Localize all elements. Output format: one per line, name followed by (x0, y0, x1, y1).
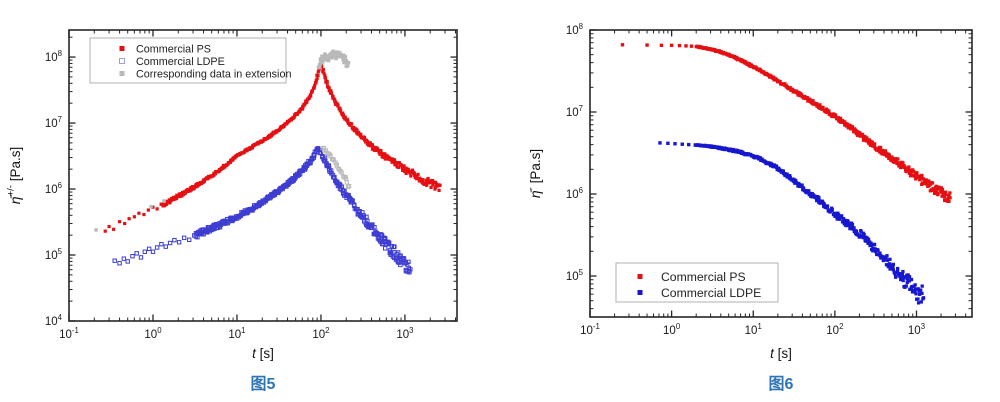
figure5-caption: 图5 (250, 376, 276, 393)
figure6-panel: 10-1 100 101 102 103 105 106 107 108 t [s] η̄- [Pa… (500, 0, 1000, 402)
svg-text:100: 100 (663, 322, 681, 337)
x-axis-label: t [s] (770, 346, 792, 361)
svg-text:106: 106 (45, 181, 62, 196)
svg-text:101: 101 (745, 322, 762, 337)
legend-label: Commercial PS (661, 270, 746, 284)
legend-label: Commercial LDPE (661, 286, 761, 300)
y-tick-labels: 104 105 106 107 108 (45, 49, 63, 328)
series-extension-peak-cloud (316, 49, 351, 70)
series-ps-main (160, 62, 442, 208)
svg-text:η̄+/- [Pa.s]: η̄+/- [Pa.s] (6, 147, 24, 204)
x-tick-labels: 10-1 100 101 102 103 (59, 326, 413, 341)
y-axis-label: η̄- [Pa.s] (526, 149, 544, 198)
svg-text:t [s]: t [s] (252, 346, 274, 361)
svg-text:106: 106 (566, 186, 583, 201)
series-ps-relax-sparse (620, 43, 694, 48)
svg-text:107: 107 (566, 104, 583, 119)
series-ldpe-startup-sparse (112, 233, 197, 266)
x-tick-labels: 10-1 100 101 102 103 (580, 322, 925, 337)
svg-text:102: 102 (826, 322, 843, 337)
y-axis-label: η̄+/- [Pa.s] (6, 147, 24, 204)
legend-marker-commercial-ldpe (637, 290, 643, 295)
figure6-chart: 10-1 100 101 102 103 105 106 107 108 t [s] η̄- [Pa… (526, 22, 973, 361)
x-axis-label: t [s] (252, 346, 274, 361)
legend-marker-commercial-ldpe (119, 58, 125, 64)
svg-text:100: 100 (144, 326, 162, 341)
data-series (620, 43, 952, 305)
figure5-chart: 10-1 100 101 102 103 104 105 106 107 108 t [s] η̄+/… (6, 29, 458, 361)
svg-text:η̄- [Pa.s]: η̄- [Pa.s] (526, 149, 544, 198)
figure5-panel: 10-1 100 101 102 103 104 105 106 107 108 t [s] η̄+/… (6, 29, 458, 393)
svg-text:105: 105 (566, 268, 584, 283)
svg-text:102: 102 (312, 326, 329, 341)
series-ldpe-main (193, 146, 413, 275)
figure6-caption: 图6 (768, 376, 794, 393)
series-ps-startup-sparse (103, 202, 163, 233)
svg-text:t [s]: t [s] (770, 346, 792, 361)
series-extension-decay (320, 145, 352, 189)
legend-marker-commercial-ps (119, 46, 125, 51)
svg-text:10-1: 10-1 (580, 322, 600, 337)
legend-label: Corresponding data in extension (136, 68, 291, 80)
data-series (94, 49, 442, 275)
series-extension-sparse (94, 199, 166, 232)
plot-frame (68, 29, 458, 322)
svg-text:108: 108 (45, 49, 62, 64)
svg-text:105: 105 (45, 247, 63, 262)
y-tick-labels: 105 106 107 108 (566, 22, 584, 283)
series-ldpe-relax-sparse (658, 141, 697, 147)
legend-label: Commercial LDPE (136, 56, 225, 68)
svg-text:101: 101 (228, 326, 245, 341)
axis-ticks (589, 29, 972, 317)
legend-marker-commercial-ps (637, 274, 643, 279)
svg-text:103: 103 (908, 322, 925, 337)
series-ps-relax-main (694, 44, 952, 203)
legend-marker-corresponding-data-in-extension (119, 71, 125, 76)
plot-frame (589, 29, 973, 318)
legend-label: Commercial PS (136, 43, 211, 55)
series-ldpe-relax-main (694, 143, 926, 305)
svg-text:10-1: 10-1 (59, 326, 79, 341)
svg-text:104: 104 (45, 313, 63, 328)
svg-text:108: 108 (566, 22, 583, 37)
legend: Commercial PS Commercial LDPE (615, 262, 779, 303)
svg-text:107: 107 (45, 115, 62, 130)
svg-text:103: 103 (396, 326, 413, 341)
